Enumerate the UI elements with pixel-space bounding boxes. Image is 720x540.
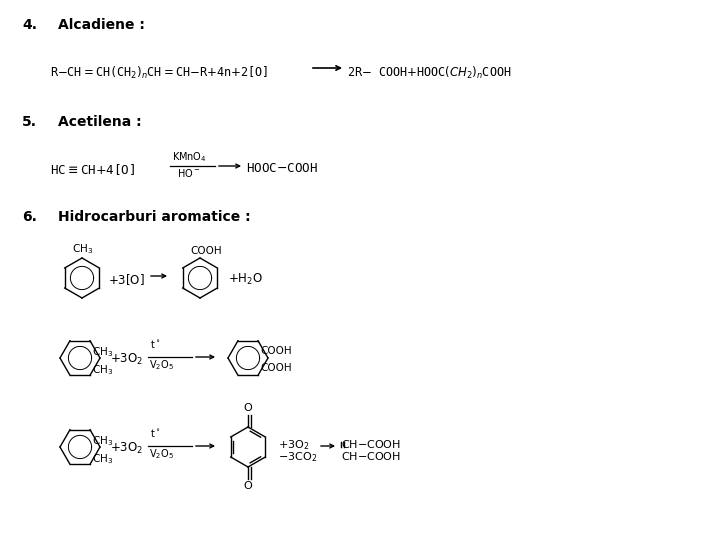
Text: 5.: 5. bbox=[22, 115, 37, 129]
Text: O: O bbox=[243, 481, 253, 491]
Text: CH$_3$: CH$_3$ bbox=[92, 435, 113, 449]
Text: CH$-$COOH: CH$-$COOH bbox=[341, 438, 401, 450]
Text: CH$_3$: CH$_3$ bbox=[92, 453, 113, 466]
Text: COOH: COOH bbox=[260, 363, 292, 373]
Text: HOOC$-$COOH: HOOC$-$COOH bbox=[246, 162, 318, 175]
Text: t$^\circ$: t$^\circ$ bbox=[150, 338, 161, 350]
Text: CH$_3$: CH$_3$ bbox=[72, 242, 93, 256]
Text: CH$_3$: CH$_3$ bbox=[92, 363, 113, 377]
Text: t$^\circ$: t$^\circ$ bbox=[150, 427, 161, 439]
Text: Hidrocarburi aromatice :: Hidrocarburi aromatice : bbox=[58, 210, 251, 224]
Text: V$_2$O$_5$: V$_2$O$_5$ bbox=[149, 447, 174, 461]
Text: CH$_3$: CH$_3$ bbox=[92, 346, 113, 360]
Text: $+$3O$_2$: $+$3O$_2$ bbox=[110, 441, 143, 456]
Text: $+$3O$_2$: $+$3O$_2$ bbox=[110, 352, 143, 367]
Text: R$-$CH$=$CH(CH$_2)_n$CH$=$CH$-$R$+$4n$+$2[O]: R$-$CH$=$CH(CH$_2)_n$CH$=$CH$-$R$+$4n$+$… bbox=[50, 65, 268, 81]
Text: $+$H$_2$O: $+$H$_2$O bbox=[228, 272, 263, 287]
Text: $-$3CO$_2$: $-$3CO$_2$ bbox=[278, 450, 318, 464]
Text: COOH: COOH bbox=[190, 246, 222, 256]
Text: $+$3[O]: $+$3[O] bbox=[108, 272, 145, 287]
Text: 2R$-$ COOH$+$HOOC$(CH_2)_n$COOH: 2R$-$ COOH$+$HOOC$(CH_2)_n$COOH bbox=[347, 65, 511, 81]
Text: $+$3O$_2$: $+$3O$_2$ bbox=[278, 438, 310, 452]
Text: CH$-$COOH: CH$-$COOH bbox=[341, 450, 401, 462]
Text: O: O bbox=[243, 403, 253, 413]
Text: Acetilena :: Acetilena : bbox=[58, 115, 142, 129]
Text: COOH: COOH bbox=[260, 346, 292, 356]
Text: HO$^-$: HO$^-$ bbox=[177, 167, 200, 179]
Text: Alcadiene :: Alcadiene : bbox=[58, 18, 145, 32]
Text: 4.: 4. bbox=[22, 18, 37, 32]
Text: 6.: 6. bbox=[22, 210, 37, 224]
Text: V$_2$O$_5$: V$_2$O$_5$ bbox=[149, 358, 174, 372]
Text: KMnO$_4$: KMnO$_4$ bbox=[172, 150, 207, 164]
Text: HC$\equiv$CH$+$4[O]: HC$\equiv$CH$+$4[O] bbox=[50, 162, 135, 177]
